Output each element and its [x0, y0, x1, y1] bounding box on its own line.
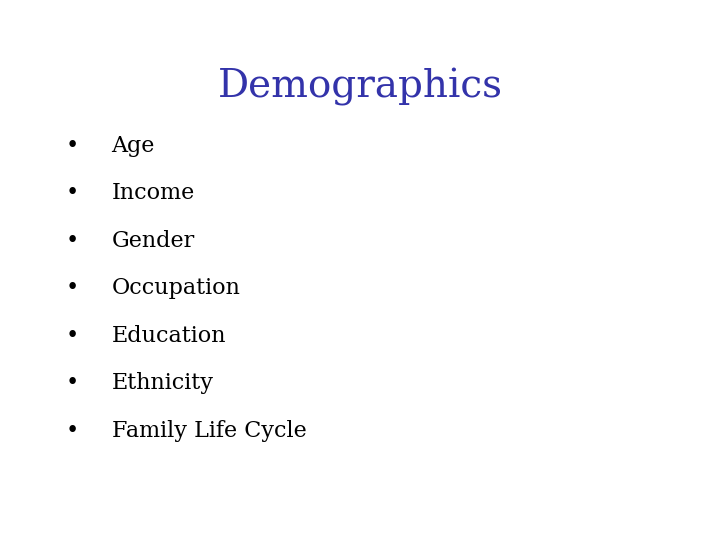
- Text: Age: Age: [112, 135, 155, 157]
- Text: Income: Income: [112, 183, 195, 204]
- Text: •: •: [66, 183, 78, 204]
- Text: Education: Education: [112, 325, 226, 347]
- Text: Ethnicity: Ethnicity: [112, 373, 214, 394]
- Text: Occupation: Occupation: [112, 278, 240, 299]
- Text: Gender: Gender: [112, 230, 195, 252]
- Text: Demographics: Demographics: [217, 68, 503, 105]
- Text: •: •: [66, 325, 78, 347]
- Text: •: •: [66, 373, 78, 394]
- Text: Family Life Cycle: Family Life Cycle: [112, 420, 306, 442]
- Text: •: •: [66, 230, 78, 252]
- Text: •: •: [66, 420, 78, 442]
- Text: •: •: [66, 135, 78, 157]
- Text: •: •: [66, 278, 78, 299]
